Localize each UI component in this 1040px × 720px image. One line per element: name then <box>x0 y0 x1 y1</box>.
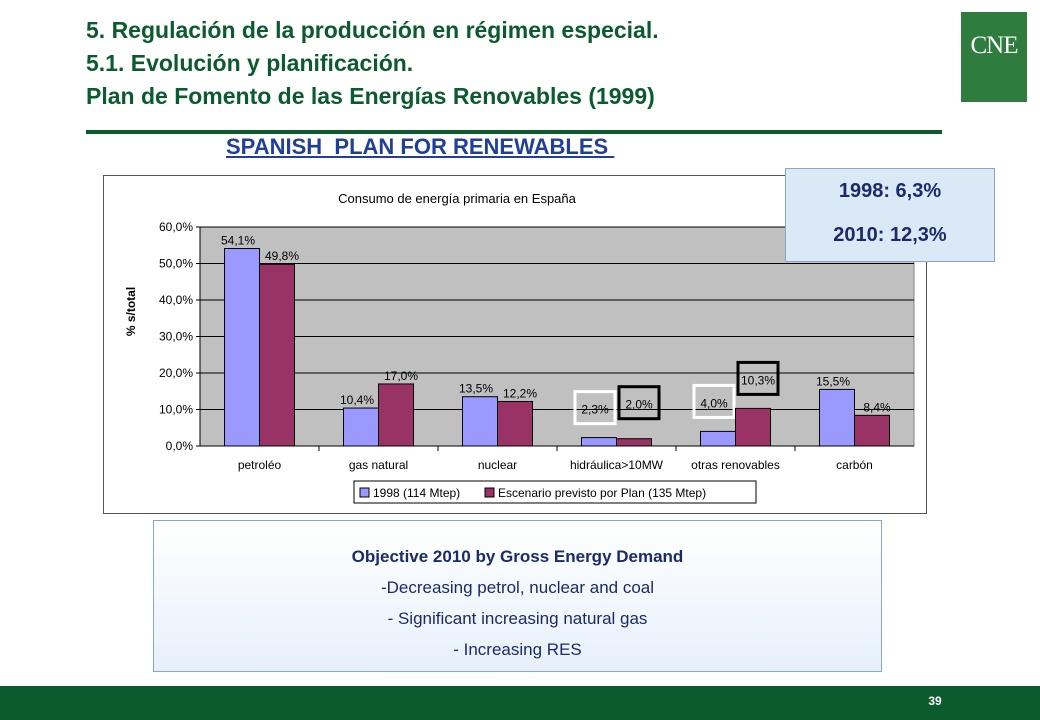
objective-line-2: - Significant increasing natural gas <box>387 609 648 628</box>
title-line-1: 5. Regulación de la producción en régime… <box>86 17 659 43</box>
highlight-box <box>736 360 780 396</box>
bar-series-plan <box>616 438 652 447</box>
data-label: 49,8% <box>265 249 299 263</box>
legend-box <box>353 480 757 504</box>
bar-series-1998 <box>581 437 617 447</box>
y-tick-label: 20,0% <box>159 366 193 380</box>
legend-swatch <box>484 487 495 498</box>
legend-swatch <box>359 487 370 498</box>
chart-title: Consumo de energía primaria en España <box>338 191 577 206</box>
data-label: 10,4% <box>340 393 374 407</box>
legend-label: 1998 (114 Mtep) <box>373 486 460 500</box>
highlight-box <box>573 390 617 426</box>
x-tick-label: nuclear <box>478 458 517 472</box>
data-label: 12,2% <box>503 386 537 400</box>
page-number: 39 <box>928 694 942 708</box>
objective-line-3: - Increasing RES <box>453 640 582 659</box>
data-label: 2,3% <box>581 403 609 417</box>
data-label: 10,3% <box>741 373 775 387</box>
data-label: 4,0% <box>700 396 728 410</box>
x-tick-label: hidráulica>10MW <box>570 458 664 472</box>
footer-bar: 39 <box>0 686 1040 720</box>
bar-series-1998 <box>819 388 855 447</box>
x-tick-label: carbón <box>836 458 873 472</box>
bar-series-plan <box>854 414 890 447</box>
objective-heading: Objective 2010 by Gross Energy Demand <box>351 547 684 566</box>
share-2010: 2010: 12,3% <box>833 224 947 246</box>
data-label: 54,1% <box>221 234 255 248</box>
cne-logo: CNE <box>961 12 1027 102</box>
objective-line-1: -Decreasing petrol, nuclear and coal <box>380 578 655 597</box>
highlight-box <box>692 383 736 419</box>
x-tick-label: gas natural <box>349 458 408 472</box>
highlight-box <box>617 385 661 421</box>
slide-subtitle: SPANISH PLAN FOR RENEWABLES <box>226 134 615 159</box>
y-tick-label: 30,0% <box>159 330 193 344</box>
renewables-share-box: 1998: 6,3% 2010: 12,3% <box>785 168 995 262</box>
slide-title: 5. Regulación de la producción en régime… <box>86 14 886 113</box>
y-tick-label: 40,0% <box>159 293 193 307</box>
energy-consumption-chart: Consumo de energía primaria en España 0,0… <box>124 191 915 504</box>
y-tick-label: 60,0% <box>159 220 193 234</box>
data-label: 8,4% <box>863 400 891 414</box>
bar-series-plan <box>497 400 533 447</box>
data-label: 17,0% <box>384 369 418 383</box>
bar-series-1998 <box>462 396 498 447</box>
share-1998: 1998: 6,3% <box>838 180 942 202</box>
bar-series-1998 <box>343 407 379 447</box>
title-line-3: Plan de Fomento de las Energías Renovabl… <box>86 83 655 109</box>
data-label: 2,0% <box>625 398 653 412</box>
data-label: 15,5% <box>816 374 850 388</box>
y-axis-label: % s/total <box>124 287 138 336</box>
x-tick-label: petroléo <box>238 458 282 472</box>
y-tick-label: 10,0% <box>159 403 193 417</box>
objective-box: Objective 2010 by Gross Energy Demand -D… <box>153 520 882 672</box>
title-underline-divider <box>86 130 942 134</box>
bar-series-plan <box>735 407 771 447</box>
x-tick-label: otras renovables <box>691 458 780 472</box>
y-tick-label: 50,0% <box>159 257 193 271</box>
bar-series-1998 <box>700 430 736 447</box>
bar-series-plan <box>378 383 414 447</box>
legend-label: Escenario previsto por Plan (135 Mtep) <box>498 486 706 500</box>
bar-series-1998 <box>224 248 260 447</box>
bar-series-plan <box>259 263 295 447</box>
y-tick-label: 0,0% <box>166 439 194 453</box>
data-label: 13,5% <box>459 382 493 396</box>
title-line-2: 5.1. Evolución y planificación. <box>86 50 414 76</box>
